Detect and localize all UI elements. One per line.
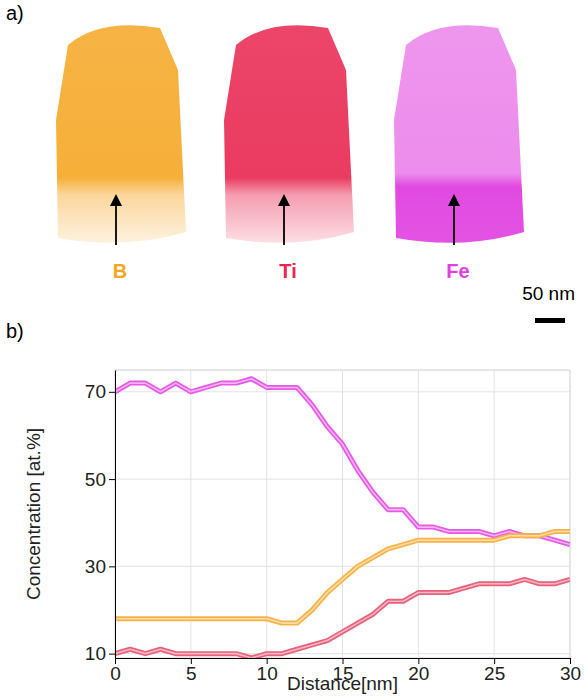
panel-label: b): [6, 320, 24, 342]
y-tick: 50: [85, 469, 115, 490]
y-tick: 30: [85, 556, 115, 577]
y-tick: 70: [85, 381, 115, 402]
tick-mark: [109, 392, 115, 393]
panel-label: a): [6, 2, 24, 24]
tick-label: 20: [408, 663, 429, 684]
tick-label: 30: [85, 556, 106, 577]
tick-label: 30: [560, 663, 581, 684]
series-line-highlight: [115, 579, 570, 658]
tick-mark: [109, 566, 115, 567]
series-line: [115, 579, 570, 658]
grid: [115, 370, 570, 658]
grid-line: [115, 566, 570, 567]
tick-label: 70: [85, 381, 106, 402]
arrow: [115, 200, 117, 245]
x-tick: 20: [408, 658, 429, 684]
grid-line: [266, 370, 267, 658]
scale-bar-label: 50 nm: [522, 283, 575, 304]
scale-bar: [535, 318, 565, 323]
grid-line: [570, 370, 571, 658]
grid-line: [418, 370, 419, 658]
axis-line: [115, 371, 116, 659]
tick-mark: [109, 654, 115, 655]
tick-label: 0: [110, 663, 121, 684]
arrowhead: [278, 194, 290, 206]
series-line-highlight: [115, 379, 570, 545]
series-line: [115, 531, 570, 623]
grid-line: [115, 479, 570, 480]
axis-title: Concentration [at.%]: [23, 428, 44, 600]
tick-label: 25: [484, 663, 505, 684]
grid-line: [190, 370, 191, 658]
grid-line: [115, 370, 116, 658]
arrowhead: [448, 194, 460, 206]
grid-line: [115, 391, 570, 392]
reconstruction: [56, 25, 186, 243]
tick-mark: [109, 479, 115, 480]
reconstruction: [394, 25, 524, 243]
grid-line: [494, 370, 495, 658]
element-label: Ti: [279, 260, 296, 282]
x-tick: 30: [560, 658, 581, 684]
x-tick: 10: [257, 658, 278, 684]
tick-label: 10: [85, 643, 106, 664]
tick-label: 5: [186, 663, 197, 684]
element-label: B: [113, 260, 127, 282]
arrow: [283, 200, 285, 245]
x-tick: 0: [110, 658, 121, 684]
plot-frame: [115, 370, 570, 658]
x-tick: 5: [186, 658, 197, 684]
x-tick: 25: [484, 658, 505, 684]
reconstruction: [224, 25, 354, 243]
arrow: [453, 200, 455, 245]
series-line-highlight: [115, 531, 570, 623]
grid-line: [342, 370, 343, 658]
y-tick: 10: [85, 643, 115, 664]
arrowhead: [110, 194, 122, 206]
plot-area: [115, 379, 570, 658]
tick-label: 10: [257, 663, 278, 684]
axis-title: Distance[nm]: [287, 673, 398, 694]
figure: a)b)BTiFe50 nm05101520253010305070Distan…: [0, 0, 586, 699]
y-axis: 10 30 50 70: [85, 371, 116, 665]
tick-label: 50: [85, 469, 106, 490]
series-line: [115, 379, 570, 545]
element-label: Fe: [446, 260, 469, 282]
